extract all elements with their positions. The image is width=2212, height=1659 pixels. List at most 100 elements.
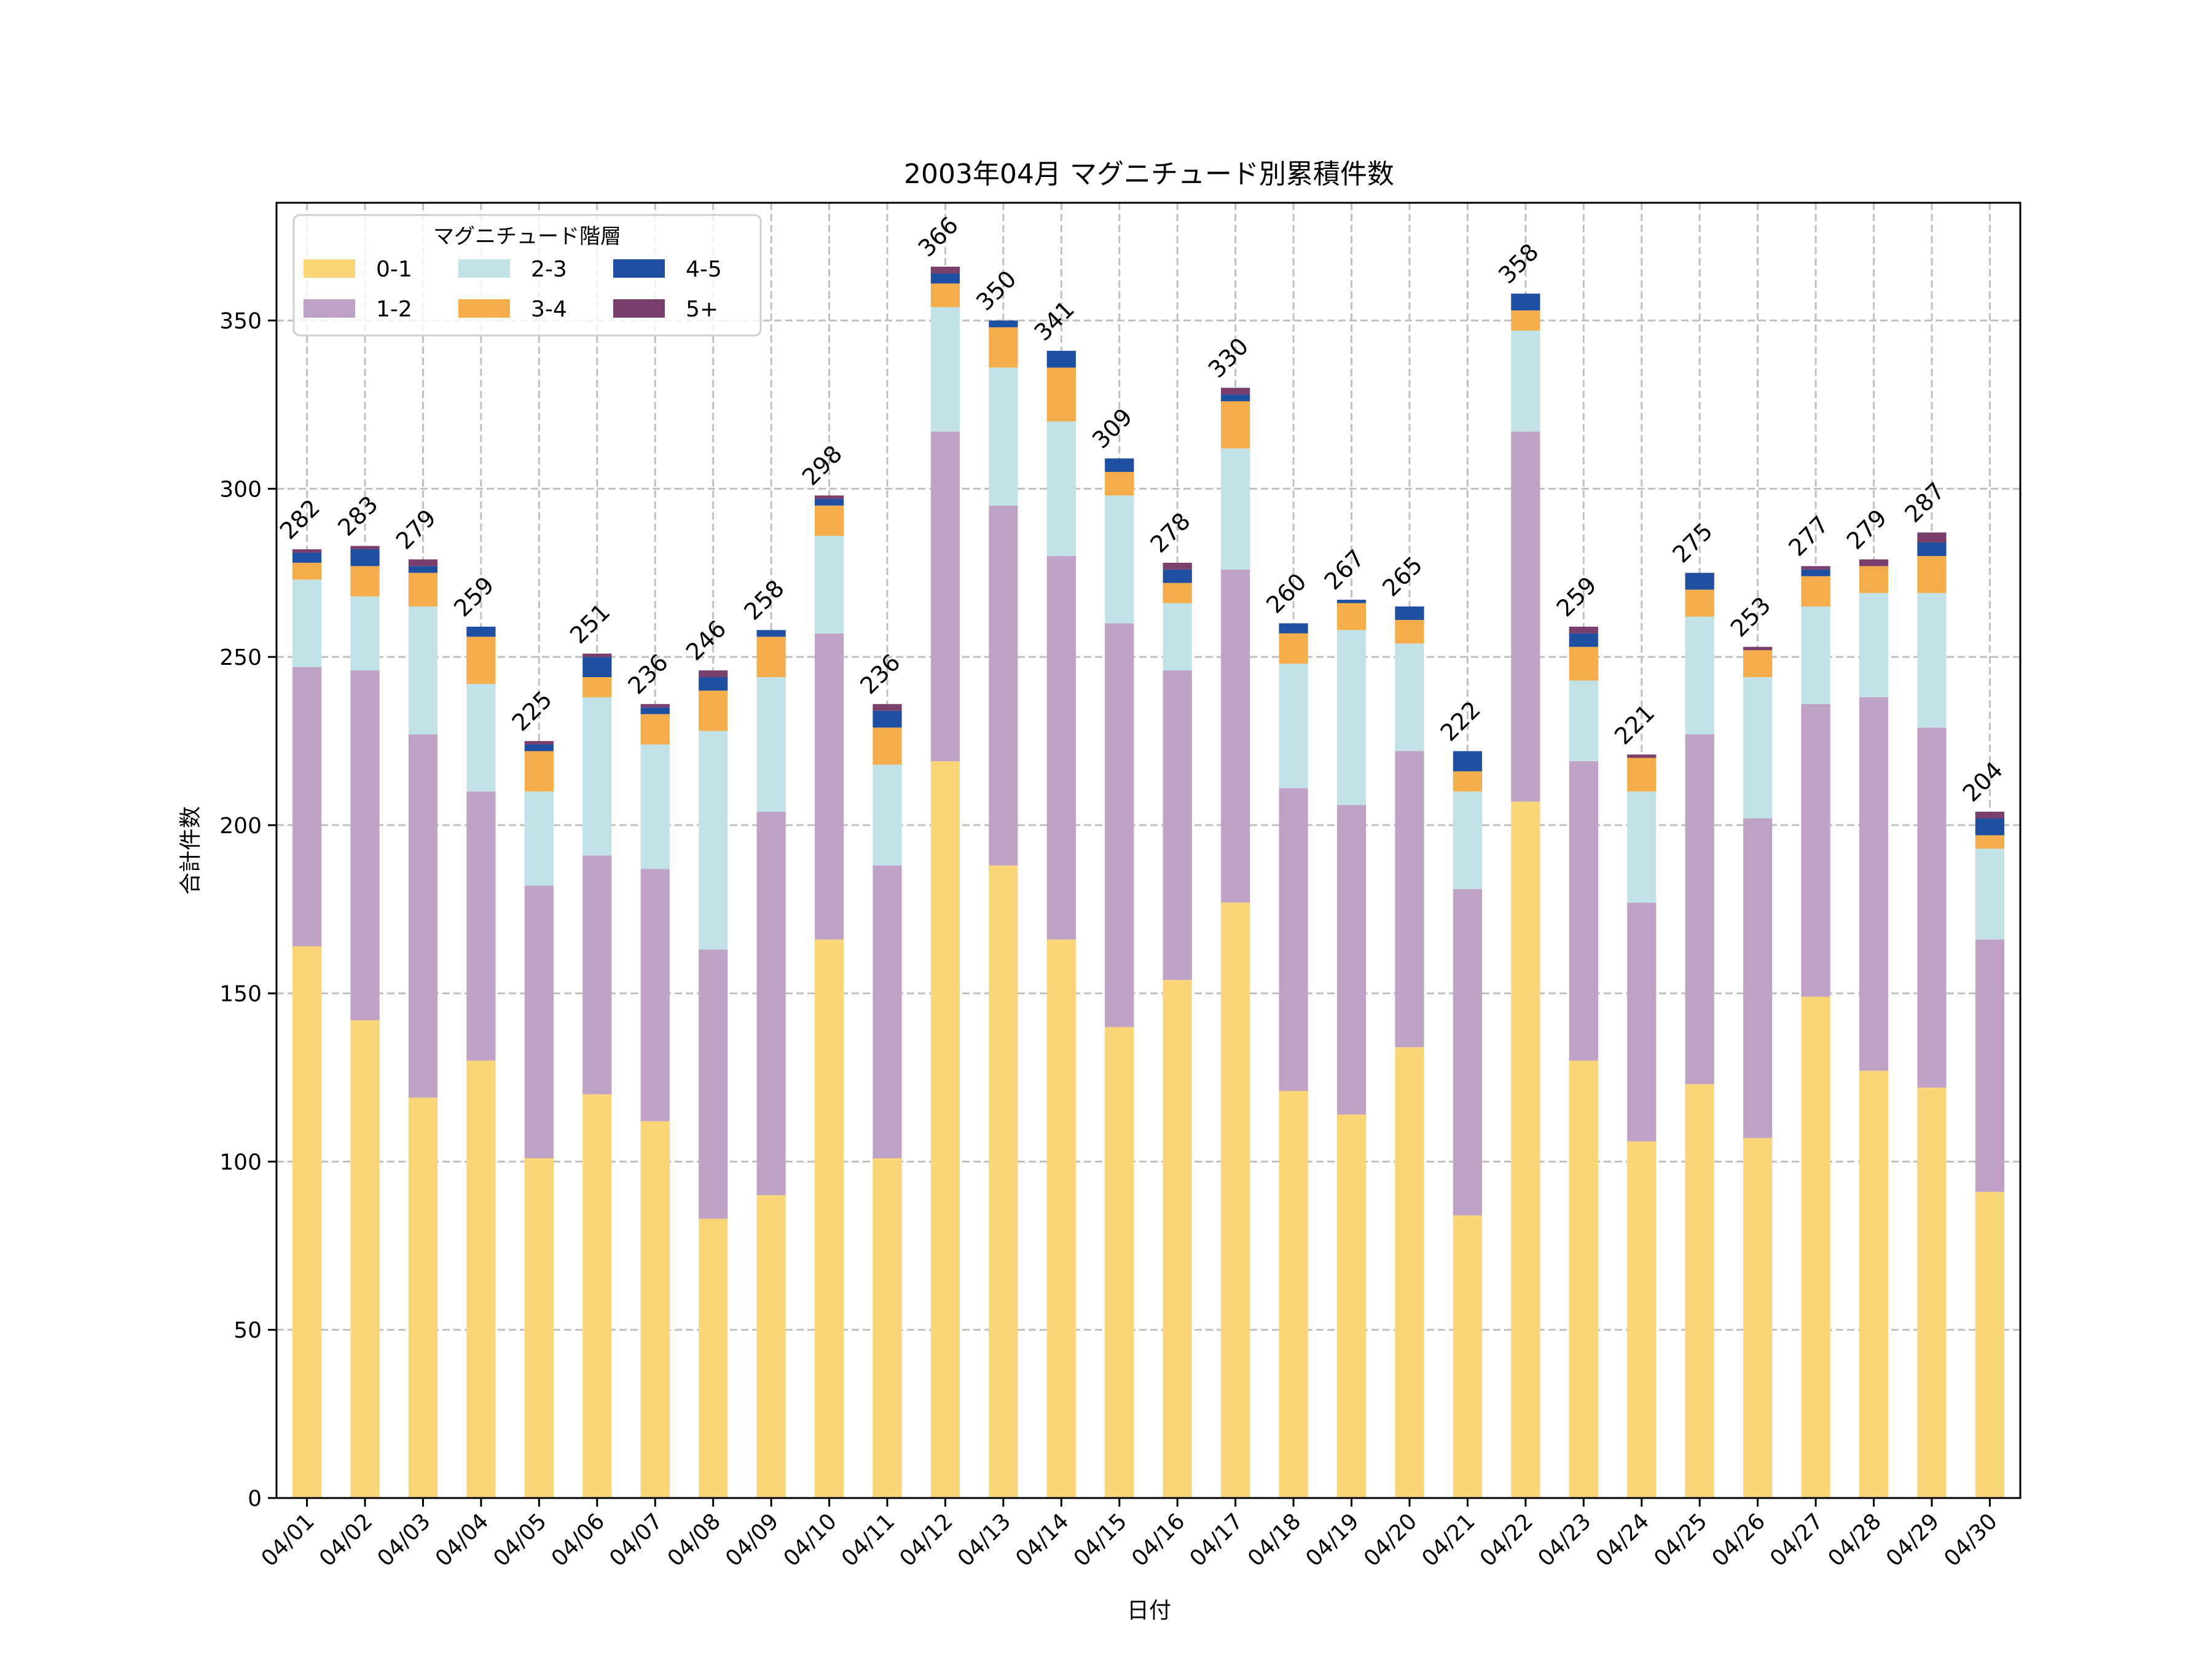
- bar-segment-0-1: [292, 946, 322, 1498]
- total-label: 246: [681, 615, 731, 665]
- bar-segment-0-1: [930, 761, 960, 1498]
- bar-segment-5+: [292, 549, 322, 553]
- bar-segment-2-3: [640, 744, 670, 869]
- bar-segment-5+: [640, 704, 670, 708]
- bar-segment-5+: [1801, 566, 1830, 570]
- bar-segment-0-1: [699, 1218, 728, 1498]
- bar-segment-1-2: [1046, 555, 1076, 940]
- total-label: 279: [391, 504, 441, 554]
- x-tick-label: 04/26: [1708, 1508, 1770, 1571]
- bar-segment-2-3: [1105, 495, 1134, 624]
- bar-segment-3-4: [814, 505, 844, 536]
- bar-segment-1-2: [1743, 818, 1773, 1139]
- bar-segment-1-2: [1453, 888, 1483, 1216]
- bar-segment-1-2: [1975, 939, 2005, 1192]
- bar-segment-4-5: [1279, 623, 1308, 633]
- bar-segment-2-3: [1859, 593, 1889, 697]
- bar-segment-4-5: [814, 498, 844, 506]
- total-label: 283: [332, 490, 383, 541]
- bar-segment-4-5: [408, 566, 438, 573]
- y-tick-label: 150: [219, 982, 262, 1007]
- bar-segment-2-3: [1336, 630, 1367, 806]
- bar-segment-3-4: [524, 751, 554, 792]
- total-label: 277: [1783, 511, 1834, 561]
- legend-label: 4-5: [686, 257, 722, 282]
- bar-segment-2-3: [408, 606, 438, 735]
- bar-segment-0-1: [640, 1121, 670, 1498]
- bar-segment-4-5: [873, 710, 902, 728]
- bar-segment-0-1: [1453, 1215, 1483, 1498]
- bar-segment-1-2: [1221, 569, 1250, 903]
- bar-segment-4-5: [292, 552, 322, 563]
- total-label: 204: [1958, 756, 2008, 807]
- bar-segment-3-4: [466, 637, 496, 684]
- x-tick-label: 04/19: [1301, 1508, 1364, 1571]
- x-tick-label: 04/10: [779, 1508, 842, 1571]
- x-tick-label: 04/29: [1881, 1508, 1944, 1571]
- x-axis-label: 日付: [1127, 1598, 1171, 1623]
- bar-segment-3-4: [1453, 771, 1483, 792]
- bar-segment-5+: [582, 653, 612, 657]
- x-axis: 04/0104/0204/0304/0404/0504/0604/0704/08…: [257, 1498, 2002, 1572]
- bar-segment-5+: [1917, 532, 1947, 543]
- bar-segment-1-2: [1105, 623, 1134, 1027]
- x-tick-label: 04/05: [488, 1508, 551, 1571]
- bar-segment-3-4: [1743, 650, 1773, 678]
- bar-segment-2-3: [1685, 616, 1714, 735]
- bar-segment-4-5: [1163, 569, 1192, 583]
- bar-segment-3-4: [930, 283, 960, 307]
- bar-segment-1-2: [1569, 761, 1598, 1061]
- y-tick-label: 300: [219, 477, 262, 502]
- bar-segment-4-5: [524, 744, 554, 751]
- bar-segment-4-5: [1975, 818, 2005, 836]
- bar-segment-0-1: [1279, 1091, 1308, 1498]
- legend: マグニチュード階層 0-1 1-2 2-3 3-4 4-5 5+: [292, 214, 762, 337]
- bar-segment-5+: [408, 559, 438, 567]
- bar-segment-1-2: [756, 812, 786, 1196]
- bar-segment-2-3: [814, 536, 844, 633]
- bar-segment-0-1: [1975, 1191, 2005, 1498]
- bar-segment-0-1: [1627, 1141, 1657, 1498]
- bar-segment-2-3: [1917, 593, 1947, 728]
- plot-frame: [275, 202, 2022, 1499]
- bar-segment-0-1: [1221, 902, 1250, 1498]
- x-tick-label: 04/24: [1591, 1508, 1654, 1571]
- bar-segment-2-3: [1975, 849, 2005, 940]
- bar-segment-0-1: [989, 865, 1018, 1498]
- bar-segment-1-2: [1163, 670, 1192, 980]
- bar-segment-0-1: [814, 939, 844, 1498]
- x-tick-label: 04/01: [257, 1508, 320, 1571]
- bar-segment-3-4: [1336, 603, 1367, 630]
- bar-segment-2-3: [466, 683, 496, 792]
- bar-segment-3-4: [1395, 619, 1424, 644]
- bar-segment-0-1: [1917, 1088, 1947, 1498]
- bar-segment-0-1: [1859, 1070, 1889, 1498]
- legend-label: 2-3: [531, 257, 567, 282]
- x-tick-label: 04/06: [547, 1508, 610, 1571]
- bar-segment-4-5: [582, 657, 612, 678]
- total-label: 366: [913, 211, 963, 262]
- bar-segment-1-2: [350, 670, 380, 1021]
- bar-segment-1-2: [640, 869, 670, 1121]
- bar-segment-3-4: [1511, 310, 1540, 331]
- bar-segment-0-1: [350, 1020, 380, 1498]
- bar-segment-2-3: [1453, 791, 1483, 889]
- y-axis-label: 合計件数: [178, 806, 203, 895]
- bar-segment-1-2: [930, 431, 960, 761]
- bar-segment-3-4: [1975, 835, 2005, 849]
- bar-segment-3-4: [1801, 576, 1830, 607]
- bar-segment-0-1: [1046, 939, 1076, 1498]
- bar-segment-3-4: [1163, 582, 1192, 603]
- bar-segment-2-3: [1046, 421, 1076, 556]
- bar-segment-4-5: [640, 707, 670, 715]
- x-tick-label: 04/21: [1417, 1508, 1480, 1571]
- x-tick-label: 04/28: [1824, 1508, 1886, 1571]
- bar-segment-1-2: [1279, 788, 1308, 1091]
- total-label: 260: [1261, 568, 1311, 618]
- x-tick-label: 04/07: [605, 1508, 667, 1571]
- x-tick-label: 04/12: [895, 1508, 957, 1571]
- bar-segment-4-5: [1395, 606, 1424, 620]
- bar-segment-3-4: [1569, 646, 1598, 681]
- bar-segment-3-4: [408, 573, 438, 607]
- bar-segment-0-1: [1743, 1138, 1773, 1498]
